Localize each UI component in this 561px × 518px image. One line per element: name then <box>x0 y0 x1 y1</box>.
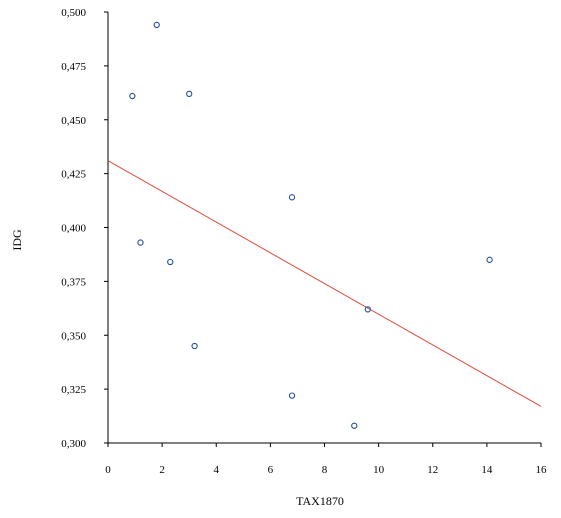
axes <box>107 12 541 444</box>
data-point <box>129 92 136 100</box>
data-point <box>486 256 493 263</box>
x-tick-label: 10 <box>373 464 385 476</box>
x-axis-title: TAX1870 <box>296 494 344 508</box>
y-ticks: 0,300 0,325 0,350 0,375 0,400 0,425 0,450 0,475… <box>61 7 108 450</box>
x-tick-label: 14 <box>481 464 493 476</box>
data-point <box>191 342 198 350</box>
x-tick-label: 6 <box>268 464 274 476</box>
x-tick-label: 8 <box>322 464 328 476</box>
data-point <box>288 392 296 399</box>
y-tick-label: 0,425 <box>61 169 86 181</box>
data-point <box>137 239 144 246</box>
x-tick-label: 2 <box>159 464 165 476</box>
data-point <box>186 90 193 98</box>
y-tick-label: 0,325 <box>61 384 86 396</box>
x-tick-label: 16 <box>536 464 548 476</box>
x-tick-label: 0 <box>105 464 111 476</box>
data-points <box>129 21 493 429</box>
y-tick-label: 0,300 <box>61 438 86 450</box>
y-tick-label: 0,350 <box>61 330 86 342</box>
y-tick-label: 0,500 <box>61 7 86 19</box>
data-point <box>153 21 160 29</box>
data-point <box>351 422 358 429</box>
x-tick-label: 12 <box>427 464 438 476</box>
y-tick-label: 0,475 <box>61 61 86 73</box>
y-tick-label: 0,400 <box>61 223 86 235</box>
trendline <box>107 160 542 407</box>
y-axis-title: IDG <box>10 229 24 251</box>
x-ticks: 0 2 4 6 8 10 12 14 16 <box>105 443 547 476</box>
y-tick-label: 0,375 <box>61 276 86 288</box>
data-point <box>167 258 174 266</box>
data-point <box>288 194 296 201</box>
x-tick-label: 4 <box>214 464 220 476</box>
y-tick-label: 0,450 <box>61 115 86 127</box>
data-point <box>364 306 371 313</box>
